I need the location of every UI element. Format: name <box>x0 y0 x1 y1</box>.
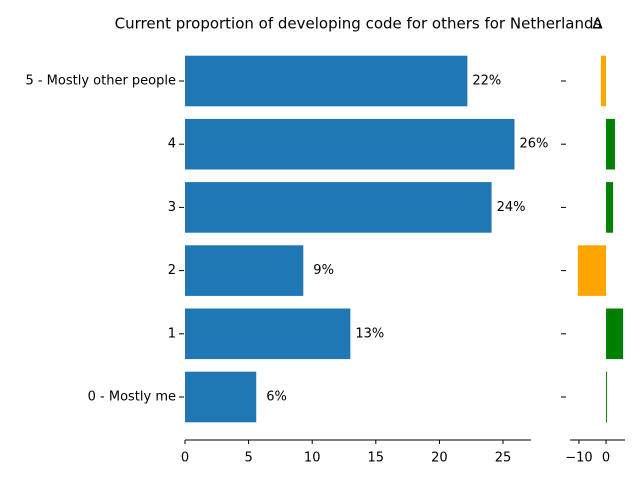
bar <box>185 118 515 170</box>
value-label: 13% <box>355 326 384 341</box>
chart-title: Δ <box>592 15 603 33</box>
y-tick-label: 0 - Mostly me <box>88 390 176 405</box>
value-label: 22% <box>472 74 501 89</box>
x-tick-label: 25 <box>495 451 512 466</box>
bar <box>185 245 304 296</box>
x-tick-label: 0 <box>602 451 610 466</box>
y-tick-label: 2 <box>168 263 176 278</box>
bar <box>185 371 257 423</box>
bar <box>606 371 608 423</box>
bar <box>185 55 468 107</box>
bar <box>606 182 614 233</box>
bar <box>185 308 351 360</box>
bar <box>577 245 607 296</box>
bar <box>606 308 624 360</box>
value-label: 6% <box>266 390 287 405</box>
y-tick-label: 4 <box>168 137 176 152</box>
y-tick-label: 5 - Mostly other people <box>25 74 176 89</box>
x-tick-label: 5 <box>244 451 252 466</box>
bar <box>185 182 492 233</box>
y-tick-label: 3 <box>168 200 176 215</box>
value-label: 9% <box>313 263 334 278</box>
x-tick-label: −10 <box>565 451 592 466</box>
chart-title: Current proportion of developing code fo… <box>115 15 602 33</box>
x-tick-label: 20 <box>431 451 448 466</box>
value-label: 26% <box>519 137 548 152</box>
y-tick-label: 1 <box>168 326 176 341</box>
x-tick-label: 0 <box>181 451 189 466</box>
bar <box>606 118 615 170</box>
value-label: 24% <box>497 200 526 215</box>
bar <box>600 55 607 107</box>
x-tick-label: 10 <box>304 451 321 466</box>
x-tick-label: 15 <box>368 451 385 466</box>
